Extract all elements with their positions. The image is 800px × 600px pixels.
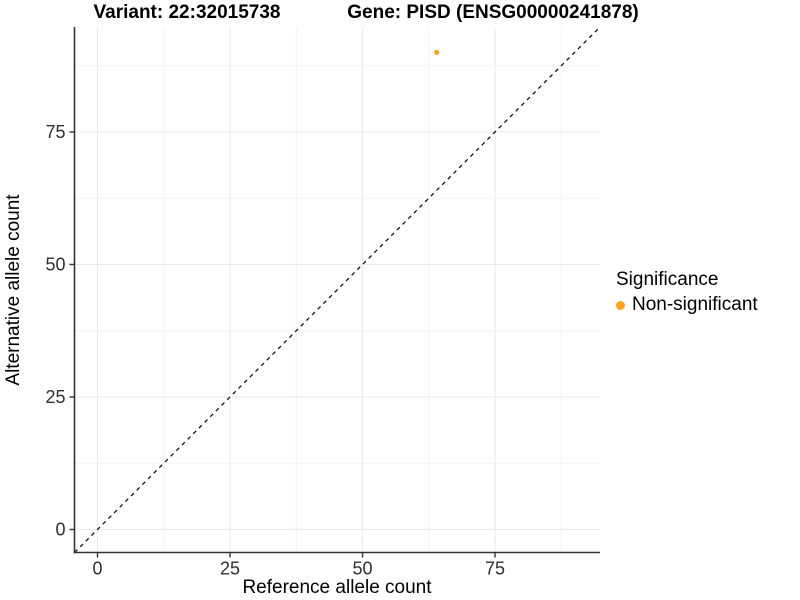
data-point xyxy=(434,49,440,56)
x-tick-label: 75 xyxy=(485,559,505,579)
legend-entry: Non-significant xyxy=(616,294,758,316)
y-axis-title: Alternative allele count xyxy=(3,194,24,386)
variant-title: Variant: 22:32015738 xyxy=(93,2,281,23)
y-tick-label: 25 xyxy=(45,387,65,407)
identity-reference-line xyxy=(74,26,601,553)
x-tick-label: 50 xyxy=(353,559,373,579)
x-tick-label: 0 xyxy=(92,559,102,579)
legend-entry-label: Non-significant xyxy=(632,294,758,315)
y-tick-label: 0 xyxy=(55,519,65,539)
legend-title: Significance xyxy=(616,269,719,290)
gene-title: Gene: PISD (ENSG00000241878) xyxy=(347,2,639,23)
y-tick-label: 50 xyxy=(45,254,65,274)
x-axis-title: Reference allele count xyxy=(242,577,432,598)
legend: Significance Non-significant xyxy=(616,269,758,316)
x-tick-label: 25 xyxy=(220,559,240,579)
legend-point-icon xyxy=(616,300,625,310)
y-tick-label: 75 xyxy=(45,122,65,142)
